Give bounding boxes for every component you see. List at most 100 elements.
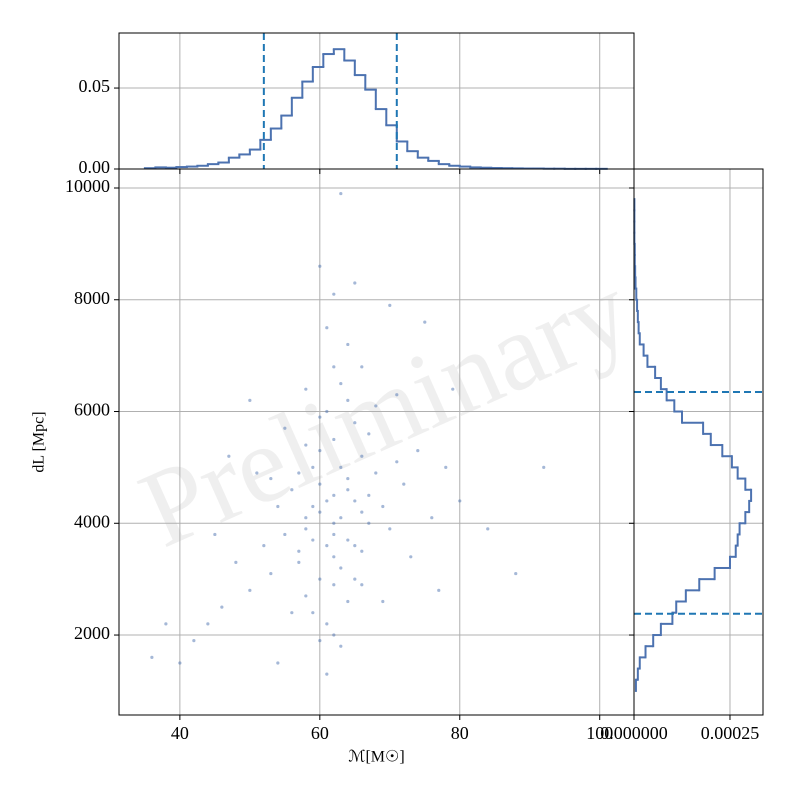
point [360,365,364,369]
point [318,482,322,486]
point [332,292,336,296]
point [381,504,385,509]
point [353,421,357,425]
point [402,482,406,486]
point [353,544,357,548]
point [346,342,350,347]
point [325,622,329,626]
point [367,521,371,525]
y-tick-label: 0.00 [79,157,111,177]
point [332,365,336,369]
point [360,583,364,587]
axes-frame [633,168,764,716]
point [542,465,546,469]
y-tick-label: 4000 [74,511,110,531]
point [248,398,252,402]
x-axis-label: ℳ[M☉] [348,749,404,766]
point [374,471,378,475]
point [332,633,336,637]
point [311,538,315,542]
point [318,264,322,268]
point [416,449,420,453]
x-tick-label: 40 [171,723,189,743]
point [325,672,329,676]
point [213,532,217,537]
point [332,437,336,442]
point [332,555,336,559]
point [388,303,392,307]
point [514,571,518,576]
point [346,488,350,492]
point [346,599,350,604]
point [332,583,336,587]
point [395,460,399,464]
point [290,611,294,615]
point [339,566,343,570]
point [318,639,322,643]
point [269,571,273,576]
point [353,577,357,581]
point [206,622,210,626]
point [346,476,350,481]
point [276,504,280,509]
point [486,527,490,531]
point [318,577,322,581]
point [360,454,364,458]
point [332,493,336,497]
point [227,454,231,458]
panel: 0.00 0.05 [79,32,635,177]
point [318,449,322,453]
point [451,387,455,391]
y-tick-label: 0.05 [79,76,111,96]
point [304,527,308,531]
point [374,404,378,408]
point [150,655,154,659]
panel: Preliminary 40 60 80 100 2000 4000 6000 8000 1000… [31,168,647,766]
point [353,281,357,285]
point [367,432,371,436]
point [332,532,336,537]
point [297,560,301,564]
point [388,527,392,531]
point [339,381,343,386]
point [381,599,385,604]
point [444,465,448,469]
point [360,510,364,514]
point [325,544,329,548]
y-tick-label: 10000 [65,176,110,196]
point [332,521,336,525]
point [395,393,399,397]
point [178,661,182,665]
point [297,549,301,553]
x-tick-label: 100 [586,723,613,743]
point [367,493,371,497]
y-tick-label: 8000 [74,288,110,308]
point [276,661,280,665]
point [318,510,322,514]
point [339,644,343,648]
point [311,611,315,615]
x-tick-label: 0.00025 [701,723,760,743]
point [360,549,364,553]
x-tick-label: 60 [311,723,329,743]
panel: 0.000000 0.00025 [600,168,764,743]
point [339,516,343,520]
point [290,488,294,492]
point [311,504,315,509]
y-tick-label: 2000 [74,623,110,643]
point [430,516,434,520]
point [353,499,357,503]
point [339,465,343,469]
point [255,471,259,475]
point [220,605,224,609]
point [164,622,168,626]
point [304,516,308,520]
point [318,415,322,419]
point [311,465,315,469]
point [304,594,308,598]
y-axis-label: dL [Mpc] [31,411,48,472]
point [423,320,427,324]
point [458,499,462,503]
point [409,555,413,559]
point [192,639,196,643]
